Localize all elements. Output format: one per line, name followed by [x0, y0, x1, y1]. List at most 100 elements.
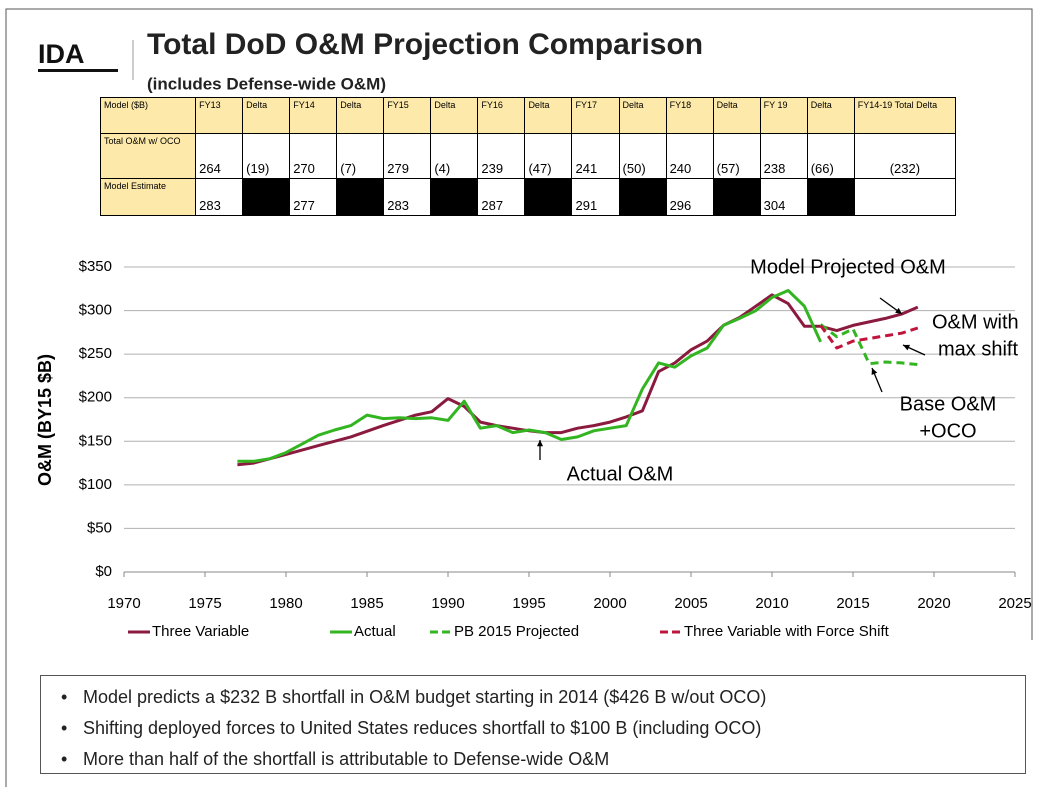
- value-cell: 287: [477, 178, 526, 216]
- bullet-box: • Model predicts a $232 B shortfall in O&…: [40, 675, 1026, 774]
- header-cell: Delta: [524, 97, 573, 134]
- bullet-dot: •: [61, 718, 68, 738]
- header-cell: Delta: [712, 97, 761, 134]
- row-label: Total O&M w/ OCO: [99, 133, 197, 179]
- arrow-head: [536, 440, 544, 447]
- title: Total DoD O&M Projection Comparison: [147, 28, 703, 61]
- x-tick-label: 1985: [350, 595, 383, 612]
- header-cell: Model ($B): [99, 97, 197, 134]
- header-cell: FY18: [665, 97, 714, 134]
- header-cell: Delta: [430, 97, 479, 134]
- bullet-item: • Model predicts a $232 B shortfall in O&…: [61, 682, 1025, 713]
- y-tick-label: $250: [79, 345, 112, 362]
- x-tick-label: 2000: [593, 595, 626, 612]
- value-cell: (57): [712, 133, 761, 179]
- value-cell: (232): [853, 133, 957, 179]
- header-cell: Delta: [336, 97, 385, 134]
- annotation: Actual O&M: [567, 463, 674, 485]
- value-cell: (7): [336, 133, 385, 179]
- header-cell: FY14-19 Total Delta: [853, 97, 957, 134]
- value-cell: 296: [665, 178, 714, 216]
- value-cell: 240: [665, 133, 714, 179]
- bullet-text: Shifting deployed forces to United State…: [83, 718, 762, 738]
- value-cell: (47): [524, 133, 573, 179]
- value-cell: (19): [242, 133, 291, 179]
- header-cell: FY16: [477, 97, 526, 134]
- value-cell: 283: [195, 178, 244, 216]
- x-tick-label: 2010: [755, 595, 788, 612]
- subtitle: (includes Defense-wide O&M): [147, 74, 386, 93]
- annotation: Base O&M: [900, 393, 997, 415]
- x-tick-label: 2015: [836, 595, 869, 612]
- header-cell: FY15: [383, 97, 432, 134]
- y-tick-label: $350: [79, 258, 112, 275]
- value-cell: 304: [759, 178, 808, 216]
- annotation: Model Projected O&M: [750, 256, 946, 278]
- series-line: [237, 293, 919, 467]
- value-cell: 241: [571, 133, 620, 179]
- bullet-text: More than half of the shortfall is attri…: [83, 749, 610, 769]
- logo-underline: [38, 69, 118, 72]
- y-axis-title: O&M (BY15 $B): [35, 354, 55, 486]
- x-tick-label: 1990: [431, 595, 464, 612]
- blacked-cell: [242, 178, 291, 216]
- legend-label: Actual: [354, 623, 396, 640]
- series-line: [237, 289, 822, 463]
- blacked-cell: [430, 178, 479, 216]
- annotation: max shift: [938, 338, 1018, 360]
- header-cell: Delta: [242, 97, 291, 134]
- value-cell: (66): [806, 133, 855, 179]
- x-tick-label: 1970: [107, 595, 140, 612]
- x-tick-label: 1995: [512, 595, 545, 612]
- value-cell: 277: [289, 178, 338, 216]
- header-cell: Delta: [618, 97, 667, 134]
- table: Model ($B) FY13 Delta FY14 Delta FY15 Delta FY1…: [99, 97, 957, 216]
- value-cell: 270: [289, 133, 338, 179]
- header-cell: FY14: [289, 97, 338, 134]
- series-line: [819, 323, 918, 367]
- bullet-dot: •: [61, 687, 68, 707]
- header-cell: FY 19: [759, 97, 808, 134]
- series-line: [819, 324, 919, 350]
- value-cell: (4): [430, 133, 479, 179]
- arrow-head: [903, 344, 910, 351]
- logo: IDA: [38, 39, 85, 69]
- blacked-cell: [524, 178, 573, 216]
- legend-label: Three Variable with Force Shift: [684, 623, 890, 640]
- slide-frame: [5, 8, 1033, 787]
- y-tick-label: $100: [79, 476, 112, 493]
- y-tick-label: $150: [79, 432, 112, 449]
- y-tick-label: $300: [79, 302, 112, 319]
- arrow-head: [895, 307, 902, 314]
- annotation: +OCO: [919, 420, 976, 442]
- row-label: Model Estimate: [99, 178, 197, 216]
- bullet-text: Model predicts a $232 B shortfall in O&M…: [83, 687, 767, 707]
- table-row: Total O&M w/ OCO 264 (19) 270 (7) 279 (4) 239 (4…: [99, 133, 957, 179]
- x-tick-label: 2025: [998, 595, 1031, 612]
- x-tick-label: 1980: [269, 595, 302, 612]
- table-header-row: Model ($B) FY13 Delta FY14 Delta FY15 Delta FY1…: [99, 97, 957, 134]
- arrow-head: [871, 368, 878, 375]
- header-cell: Delta: [806, 97, 855, 134]
- value-cell: 238: [759, 133, 808, 179]
- value-cell: (50): [618, 133, 667, 179]
- header-cell: FY13: [195, 97, 244, 134]
- x-tick-label: 2005: [674, 595, 707, 612]
- y-tick-label: $0: [95, 563, 112, 580]
- y-tick-label: $50: [87, 519, 112, 536]
- y-tick-label: $200: [79, 389, 112, 406]
- value-cell: 239: [477, 133, 526, 179]
- blacked-cell: [336, 178, 385, 216]
- table-row: Model Estimate 283 277 283 287 291 296 304: [99, 178, 957, 216]
- value-cell: 291: [571, 178, 620, 216]
- legend-label: PB 2015 Projected: [454, 623, 579, 640]
- bullet-item: • More than half of the shortfall is attr…: [61, 744, 1025, 775]
- blacked-cell: [618, 178, 667, 216]
- blacked-cell: [712, 178, 761, 216]
- value-cell: 264: [195, 133, 244, 179]
- legend-label: Three Variable: [152, 623, 249, 640]
- value-cell: 279: [383, 133, 432, 179]
- x-tick-label: 2020: [917, 595, 950, 612]
